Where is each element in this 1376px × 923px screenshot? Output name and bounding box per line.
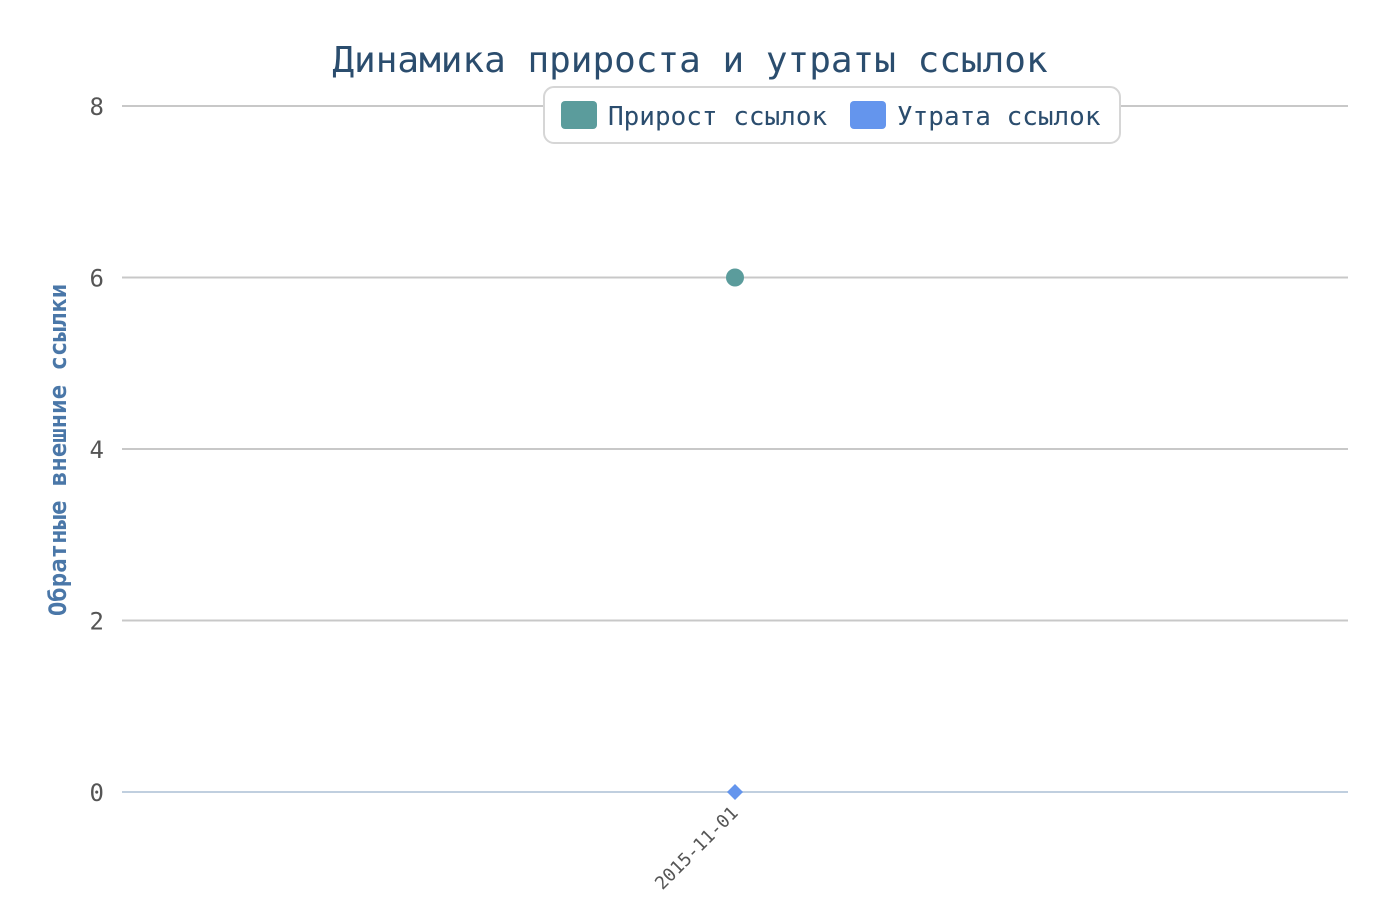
x-tick-labels: 2015-11-01 (651, 803, 742, 894)
y-axis-title: Обратные внешние ссылки (44, 284, 72, 616)
data-points (726, 268, 744, 800)
y-tick-label: 6 (90, 265, 104, 293)
y-tick-label: 0 (90, 779, 104, 807)
data-point-series-0[interactable] (726, 268, 744, 287)
data-point-series-1[interactable] (727, 784, 743, 800)
legend-swatch-growth[interactable] (561, 101, 597, 129)
grid-lines (122, 105, 1348, 793)
y-tick-label: 4 (90, 436, 104, 464)
x-tick-label: 2015-11-01 (651, 803, 742, 894)
legend-swatch-loss[interactable] (850, 101, 886, 129)
legend-box (543, 86, 1121, 144)
legend: Прирост ссылок Утрата ссылок (543, 86, 1121, 144)
chart-title: Динамика прироста и утраты ссылок (332, 40, 1048, 81)
legend-label-loss[interactable]: Утрата ссылок (897, 102, 1101, 132)
legend-label-growth[interactable]: Прирост ссылок (608, 102, 827, 132)
y-tick-label: 8 (90, 93, 104, 121)
y-tick-label: 2 (90, 608, 104, 636)
y-tick-labels: 0 2 4 6 8 (90, 93, 104, 807)
